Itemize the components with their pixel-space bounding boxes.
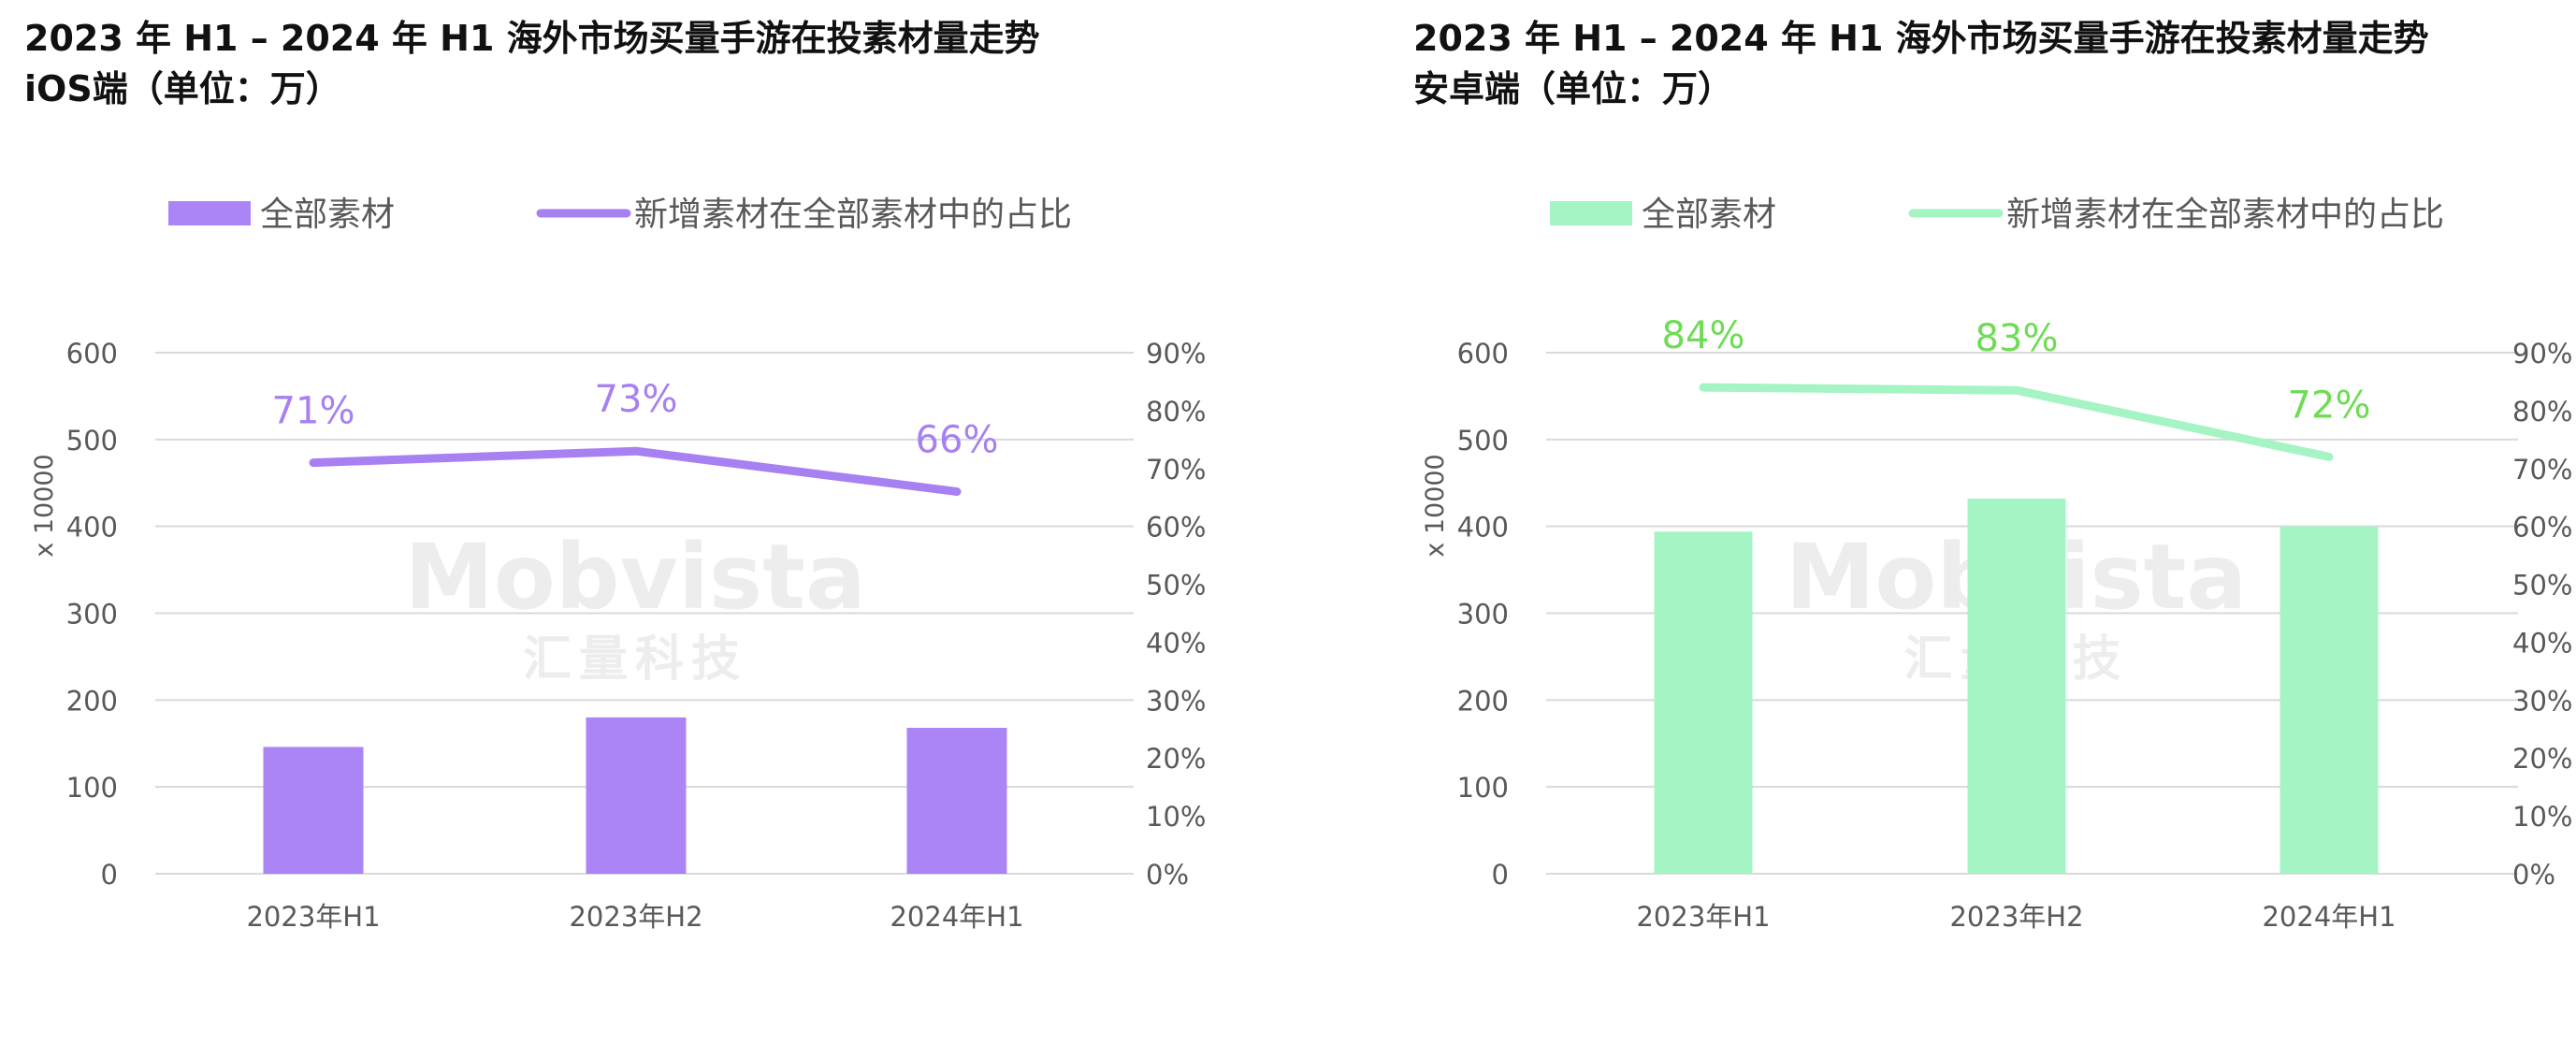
y2-tick-label: 50% <box>1146 570 1206 602</box>
data-label: 66% <box>916 419 999 462</box>
watermark-logo: Mobvista <box>404 525 866 630</box>
line-series <box>309 446 962 497</box>
y2-tick-label: 0% <box>1146 859 1189 891</box>
legend-bar-swatch <box>168 201 251 225</box>
y-tick-label: 400 <box>1457 512 1509 544</box>
y2-tick-label: 40% <box>2512 627 2572 659</box>
y-tick-label: 300 <box>66 599 118 631</box>
legend-bar-swatch <box>1550 201 1632 225</box>
android-chart-svg: 0 100 200 300 400 500 600 0% 10% 20% 30% 40% 50% 60% 7… <box>1421 196 2572 933</box>
chart-subtitle: iOS端（单位：万） <box>24 68 341 109</box>
x-tick-label: 2024年H1 <box>2262 901 2395 933</box>
y2-tick-label: 30% <box>1146 685 1206 717</box>
y2-tick-label: 60% <box>2512 512 2572 544</box>
chart-subtitle: 安卓端（单位：万） <box>1413 68 1734 109</box>
data-label: 83% <box>1975 317 2059 360</box>
bar <box>2279 526 2379 874</box>
y-axis-label: x 10000 <box>30 454 59 557</box>
y2-tick-label: 90% <box>2512 338 2572 370</box>
ios-chart-panel: 2023 年 H1 – 2024 年 H1 海外市场买量手游在投素材量走势 iO… <box>24 13 1206 933</box>
y2-tick-label: 50% <box>2512 570 2572 602</box>
y-tick-label: 500 <box>66 425 118 457</box>
y-tick-label: 600 <box>66 338 118 370</box>
bar <box>263 747 364 874</box>
y-tick-label: 400 <box>66 512 118 544</box>
data-label: 84% <box>1662 314 1745 357</box>
y-tick-label: 0 <box>101 859 118 891</box>
y2-tick-label: 70% <box>1146 454 1206 486</box>
legend-label: 新增素材在全部素材中的占比 <box>634 196 1072 234</box>
y2-tick-label: 10% <box>2512 801 2572 833</box>
y2-tick-label: 40% <box>1146 627 1206 659</box>
y2-tick-label: 80% <box>1146 396 1206 428</box>
y-axis-label: x 10000 <box>1421 454 1450 557</box>
y-tick-label: 200 <box>66 685 118 717</box>
y-tick-label: 100 <box>1457 772 1509 804</box>
bar <box>1654 531 1753 874</box>
y2-tick-label: 60% <box>1146 512 1206 544</box>
y2-tick-label: 70% <box>2512 454 2572 486</box>
legend-label: 全部素材 <box>260 196 395 234</box>
chart-title: 2023 年 H1 – 2024 年 H1 海外市场买量手游在投素材量走势 安卓… <box>1413 13 2429 114</box>
y-tick-label: 100 <box>66 772 118 804</box>
y2-tick-label: 80% <box>2512 396 2572 428</box>
chart-title-line1: 2023 年 H1 – 2024 年 H1 海外市场买量手游在投素材量走势 <box>1413 18 2429 59</box>
y2-tick-label: 20% <box>2512 743 2572 775</box>
bar <box>906 728 1007 874</box>
x-tick-label: 2023年H1 <box>1636 901 1770 933</box>
chart-title: 2023 年 H1 – 2024 年 H1 海外市场买量手游在投素材量走势 iO… <box>24 13 1040 114</box>
y-tick-label: 300 <box>1457 599 1509 631</box>
chart-title-line1: 2023 年 H1 – 2024 年 H1 海外市场买量手游在投素材量走势 <box>24 18 1040 59</box>
y-tick-label: 500 <box>1457 425 1509 457</box>
legend-label: 全部素材 <box>1642 196 1776 234</box>
ios-chart-svg: 0 100 200 300 400 500 600 0% 10% 20% 30% 40% 50% 60% 7… <box>30 196 1206 933</box>
legend-label: 新增素材在全部素材中的占比 <box>2006 196 2444 234</box>
x-tick-label: 2023年H2 <box>1949 901 2083 933</box>
y-tick-label: 200 <box>1457 685 1509 717</box>
y-tick-label: 600 <box>1457 338 1509 370</box>
x-tick-label: 2024年H1 <box>890 901 1023 933</box>
data-label: 72% <box>2288 384 2371 427</box>
y2-tick-label: 90% <box>1146 338 1206 370</box>
data-label: 73% <box>595 378 678 421</box>
y2-tick-label: 10% <box>1146 801 1206 833</box>
x-tick-label: 2023年H1 <box>246 901 380 933</box>
line-series <box>1699 383 2334 461</box>
y-tick-label: 0 <box>1492 859 1509 891</box>
data-label: 71% <box>272 390 355 433</box>
bar <box>586 717 687 874</box>
bar <box>1967 498 2066 874</box>
y2-tick-label: 0% <box>2512 859 2555 891</box>
watermark-logo: 汇量科技 <box>523 631 747 688</box>
android-chart-panel: 2023 年 H1 – 2024 年 H1 海外市场买量手游在投素材量走势 安卓… <box>1288 0 2576 1044</box>
y2-tick-label: 30% <box>2512 685 2572 717</box>
x-tick-label: 2023年H2 <box>569 901 702 933</box>
y2-tick-label: 20% <box>1146 743 1206 775</box>
